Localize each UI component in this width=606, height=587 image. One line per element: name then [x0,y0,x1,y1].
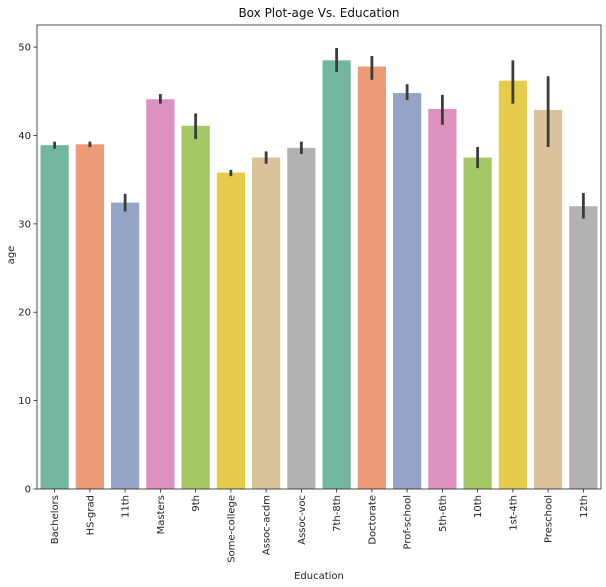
bar-bachelors [40,145,69,489]
y-tick-label: 50 [18,43,31,54]
bar-hs-grad [75,144,104,490]
chart-title: Box Plot-age Vs. Education [238,6,399,20]
x-tick-label: 10th [473,495,484,518]
x-tick-label: Preschool [544,495,555,543]
bar-assoc-voc [287,147,316,489]
bar-prof-school [393,93,422,489]
x-tick-label: Masters [156,495,167,534]
bar-11th [111,202,140,489]
x-tick-label: HS-grad [85,495,96,535]
x-tick-label: Bachelors [50,495,61,544]
x-tick-label: 1st-4th [508,495,519,531]
x-tick-label: 12th [579,495,590,518]
y-tick-label: 40 [18,131,31,142]
y-tick-label: 20 [18,308,31,319]
x-tick-label: 9th [191,495,202,512]
x-tick-label: 5th-6th [438,495,449,532]
y-axis-label: age [6,246,17,265]
x-tick-label: Doctorate [367,495,378,545]
x-tick-label: Prof-school [403,495,414,550]
bar-assoc-acdm [252,157,281,490]
bar-some-college [216,172,245,489]
plot-frame [36,24,602,490]
x-tick-label: Some-college [226,495,237,563]
x-tick-label: 7th-8th [332,495,343,532]
x-axis-label: Education [294,571,344,582]
x-axis: Bachelors HS-grad 11th Masters 9th Some-colle… [50,489,590,563]
y-tick-label: 10 [18,396,31,407]
bar-12th [569,206,598,489]
bar-10th [463,157,492,490]
bar-masters [146,99,175,490]
bar-preschool [534,109,563,490]
bar-5th-6th [428,108,457,489]
x-tick-label: Assoc-acdm [262,495,273,555]
bar-doctorate [357,66,386,489]
y-tick-label: 30 [18,219,31,230]
y-axis: 0 10 20 30 40 50 [18,43,37,496]
bar-7th-8th [322,60,351,489]
y-tick-label: 0 [25,485,31,496]
bar-1st-4th [498,80,527,490]
bars-group [40,60,598,490]
bar-9th [181,125,210,490]
error-bars-group [53,47,585,219]
x-tick-label: 11th [121,495,132,518]
x-tick-label: Assoc-voc [297,495,308,545]
